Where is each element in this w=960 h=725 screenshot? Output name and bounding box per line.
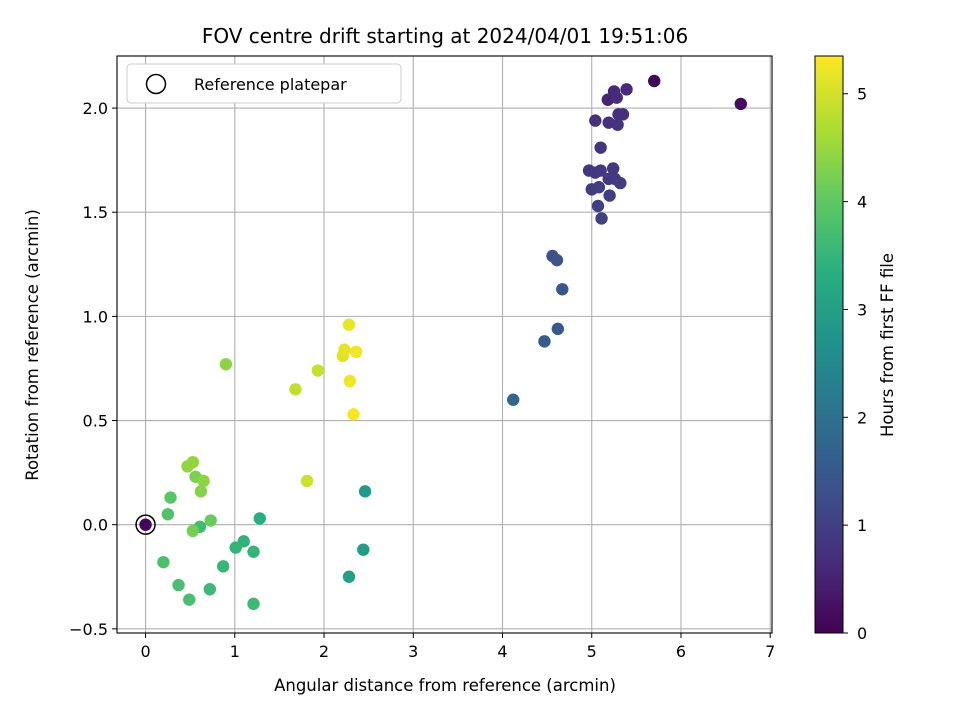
scatter-point [311,364,324,377]
scatter-point [507,393,520,406]
scatter-point [247,545,260,558]
scatter-point [648,74,661,88]
legend-box [126,63,402,104]
x-tick-label: 3 [408,642,418,661]
scatter-point [343,374,357,388]
legend-marker-ring [145,73,167,95]
scatter-point [734,97,747,111]
y-tick-label: 2.0 [83,99,108,118]
scatter-point [204,514,217,527]
scatter-point [186,524,200,538]
legend-entry-reference-platepar: Reference platepar [194,75,347,94]
scatter-point [595,212,608,225]
colorbar-tick-label: 2 [857,408,867,427]
scatter-point [342,318,356,331]
y-tick-label: 1.0 [83,307,108,326]
colorbar: 0 1 2 3 4 5 Hours from first FF file [814,55,897,643]
x-tick-label: 5 [587,642,597,661]
y-axis-label: Rotation from reference (arcmin) [23,209,42,481]
x-tick-label: 7 [765,642,775,661]
scatter-point [594,164,607,177]
reference-platepar-marker [135,514,156,535]
scatter-point [229,541,242,554]
scatter-point [551,322,565,336]
chart-title: FOV centre drift starting at 2024/04/01 … [202,24,688,48]
scatter-point [610,91,623,104]
y-axis-ticks: −0.5 0.0 0.5 1.0 1.5 2.0 [69,99,117,639]
scatter-point [614,176,627,190]
scatter-point [183,593,196,606]
scatter-point [357,543,370,556]
scatter-point [203,583,217,596]
scatter-point [620,83,633,96]
scatter-point [139,518,152,531]
scatter-point [603,189,616,202]
scatter-point [591,199,605,213]
scatter-point [589,114,602,127]
scatter-point [616,108,630,121]
scatter-point [161,508,175,521]
scatter-point [289,383,302,396]
grid-lines [117,56,772,633]
x-tick-label: 2 [319,642,329,661]
scatter-point [611,118,624,131]
scatter-point [253,512,266,525]
scatter-point [172,578,185,592]
legend: Reference platepar [126,63,402,104]
scatter-point [186,455,200,469]
scatter-point [164,491,177,504]
y-tick-label: −0.5 [69,620,108,639]
x-axis-ticks: 0 1 2 3 4 5 6 7 [140,633,775,661]
scatter-points [135,74,747,611]
x-tick-label: 1 [230,642,240,661]
x-tick-label: 0 [140,642,150,661]
y-tick-label: 1.5 [83,203,108,222]
colorbar-ticks: 0 1 2 3 4 5 [843,85,867,643]
colorbar-tick-label: 5 [857,85,867,104]
scatter-point [592,181,606,194]
x-axis-label: Angular distance from reference (arcmin) [274,676,616,695]
scatter-point [594,141,607,154]
colorbar-tick-label: 0 [857,624,867,643]
y-tick-label: 0.0 [83,516,108,535]
colorbar-tick-label: 4 [857,193,867,212]
scatter-point [300,474,314,488]
colorbar-gradient [814,55,844,634]
y-tick-label: 0.5 [83,412,108,431]
colorbar-tick-label: 1 [857,516,867,535]
scatter-point [347,408,360,421]
scatter-point [219,358,233,371]
scatter-point [247,597,260,611]
colorbar-tick-label: 3 [857,300,867,319]
x-tick-label: 4 [497,642,507,661]
scatter-point [338,343,351,356]
plot-frame [116,55,773,634]
scatter-point [157,555,170,569]
scatter-point [349,345,363,358]
scatter-point [556,283,569,296]
scatter-point [216,560,230,573]
scatter-point [606,162,620,175]
colorbar-label: Hours from first FF file [878,253,897,437]
scatter-point [538,335,551,348]
scatter-point [194,485,208,498]
scatter-point [197,474,210,488]
x-tick-label: 6 [676,642,686,661]
scatter-point [342,570,356,583]
scatter-point [550,253,564,267]
scatter-point [358,485,372,498]
